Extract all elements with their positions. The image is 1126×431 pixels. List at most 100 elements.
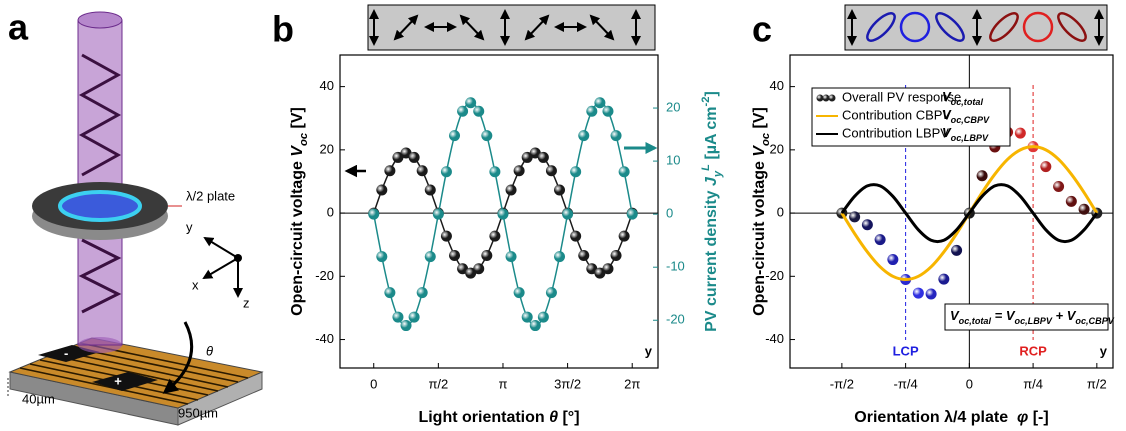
data-point	[457, 263, 469, 275]
x-tick-label: 0	[370, 376, 377, 391]
data-point	[594, 267, 606, 279]
data-point	[861, 219, 873, 231]
data-point	[545, 287, 557, 299]
data-point	[513, 287, 525, 299]
x-axis-label: Light orientation θ [°]	[418, 409, 579, 426]
data-point	[489, 230, 501, 242]
legend-marker	[816, 94, 824, 102]
data-point	[1040, 161, 1052, 173]
label-part: ]	[703, 91, 720, 96]
label-part: [V]	[289, 107, 306, 133]
label-part: [-]	[1028, 409, 1048, 426]
legend-label: Contribution LBPV	[842, 125, 949, 140]
x-tick-label: π/4	[1023, 376, 1043, 391]
panel-label: c	[752, 9, 772, 50]
data-point	[424, 184, 436, 196]
label-part: oc	[298, 132, 310, 146]
x-axis-label: Orientation λ/4 plate φ [-]	[854, 409, 1048, 426]
y-tick-label: 20	[770, 141, 784, 156]
data-point	[887, 254, 899, 266]
label-part: oc,CBPV	[951, 115, 990, 125]
label-part: oc	[760, 132, 772, 146]
data-point	[376, 251, 388, 263]
pad-label: +	[114, 373, 122, 388]
dimension-label: 950µm	[178, 405, 218, 420]
y2-axis-label: PV current density JyL [µA cm-2]	[700, 91, 724, 332]
data-point	[465, 267, 477, 279]
legend-marker	[828, 94, 836, 102]
data-point	[586, 263, 598, 275]
corner-label: y	[1100, 343, 1108, 358]
label-part: V	[950, 308, 960, 323]
label-part: Open-circuit voltage	[751, 157, 768, 316]
label-part: Open-circuit voltage	[289, 157, 306, 316]
label-part: PV current density	[703, 186, 720, 332]
data-point	[610, 130, 622, 142]
axis-name: z	[243, 295, 250, 310]
data-point	[618, 166, 630, 178]
data-point	[610, 249, 622, 261]
label-part: oc,CBPV	[1075, 316, 1114, 326]
reference-label: LCP	[893, 343, 919, 358]
polarization-strip	[844, 4, 1108, 51]
data-point	[578, 130, 590, 142]
data-point	[1078, 203, 1090, 215]
y-tick-label: 0	[327, 205, 334, 220]
label-part: [µA cm	[703, 106, 720, 164]
data-point	[521, 311, 533, 323]
axis-name: x	[192, 277, 199, 292]
data-point	[416, 165, 428, 177]
data-point	[602, 263, 614, 275]
data-point	[1065, 195, 1077, 207]
legend-symbol: Voc,LBPV	[942, 125, 989, 143]
legend-label: Contribution CBPV	[842, 107, 951, 122]
data-point	[408, 151, 420, 163]
x-tick-label: -π/2	[830, 376, 854, 391]
label-part: θ	[549, 409, 558, 426]
y2-tick-label: -20	[666, 312, 685, 327]
corner-label: y	[645, 343, 653, 358]
data-point	[489, 166, 501, 178]
data-point	[384, 287, 396, 299]
y2-tick-label: 0	[666, 206, 673, 221]
data-point	[408, 311, 420, 323]
label-part: [V]	[751, 107, 768, 133]
data-point	[874, 234, 886, 246]
label-part: oc,total	[959, 316, 992, 326]
data-point	[976, 170, 988, 182]
label-part: Light orientation	[418, 409, 549, 426]
label-part: L	[700, 164, 712, 171]
label-part: V	[289, 145, 306, 157]
y-tick-label: 40	[320, 78, 334, 93]
data-point	[545, 165, 557, 177]
data-point	[449, 130, 461, 142]
y-axis-label: Open-circuit voltage Voc [V]	[751, 107, 772, 316]
x-tick-label: π/2	[428, 376, 448, 391]
label-part: V	[1006, 308, 1016, 323]
data-point	[473, 263, 485, 275]
data-point	[424, 251, 436, 263]
data-point	[440, 230, 452, 242]
panel-label: a	[8, 7, 29, 48]
data-point	[416, 287, 428, 299]
x-tick-label: 0	[966, 376, 973, 391]
data-point	[626, 208, 638, 220]
x-tick-label: 2π	[624, 376, 640, 391]
y-tick-label: -40	[765, 331, 784, 346]
schematic: - + 40µm 950µm λ/2 plate y x z θ	[7, 11, 264, 426]
data-point	[537, 311, 549, 323]
y-tick-label: 40	[770, 78, 784, 93]
label-part: oc,total	[951, 97, 984, 107]
y2-tick-label: 20	[666, 99, 680, 114]
data-point	[481, 249, 493, 261]
data-point	[570, 230, 582, 242]
data-point	[497, 208, 509, 220]
axis-name: y	[186, 219, 193, 234]
x-tick-label: π/2	[1087, 376, 1107, 391]
data-point	[400, 320, 412, 332]
angle-label: θ	[206, 343, 213, 358]
data-point	[925, 288, 937, 300]
data-point	[570, 166, 582, 178]
label-part: V	[942, 125, 952, 140]
